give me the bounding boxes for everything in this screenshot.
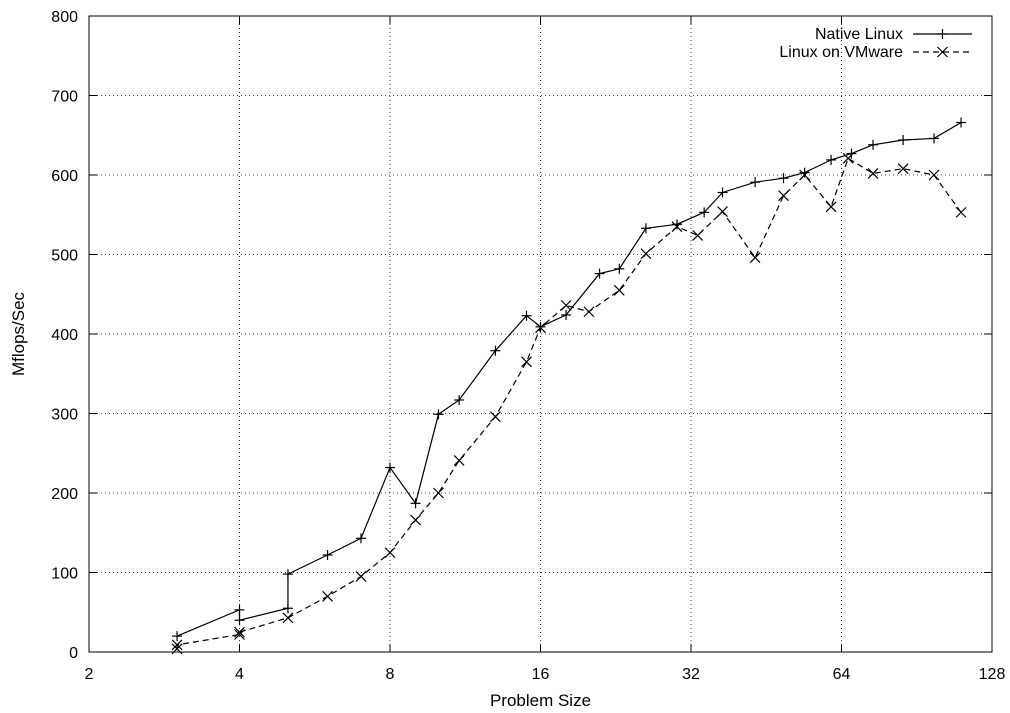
data-point	[583, 306, 595, 318]
data-point	[282, 603, 293, 614]
x-tick-label: 64	[833, 666, 851, 683]
data-point	[778, 190, 789, 202]
data-point	[613, 284, 625, 296]
data-point	[410, 514, 421, 526]
data-point	[172, 631, 183, 642]
data-point	[671, 219, 682, 230]
data-point	[521, 310, 532, 321]
plot-area-border	[88, 15, 993, 653]
y-axis-title: Mflops/Sec	[9, 291, 28, 376]
data-point	[560, 299, 572, 311]
x-tick-label: 8	[386, 666, 395, 683]
y-tick-label: 300	[51, 407, 78, 424]
data-point	[799, 167, 810, 178]
data-point	[640, 248, 652, 260]
data-point	[699, 207, 710, 218]
data-point	[234, 615, 245, 626]
data-point	[614, 263, 625, 274]
data-point	[594, 268, 605, 279]
data-point	[234, 604, 245, 615]
y-tick-label: 600	[51, 168, 78, 185]
data-point	[898, 135, 909, 146]
data-point	[454, 394, 465, 405]
data-point	[535, 322, 546, 334]
y-tick-label: 400	[51, 327, 78, 344]
data-point	[433, 409, 444, 420]
legend-label: Native Linux	[815, 26, 903, 43]
data-point	[322, 590, 333, 602]
x-axis-title: Problem Size	[490, 691, 591, 710]
tick-labels: 0 100 200 300 400 500 600 700 800 2 4 8 16 32 64 128	[51, 9, 1005, 683]
data-point	[826, 154, 837, 165]
data-point	[799, 169, 811, 181]
x-tick-label: 128	[979, 666, 1006, 683]
data-point	[410, 498, 421, 509]
data-point	[490, 345, 501, 356]
data-point	[955, 206, 967, 218]
data-point	[717, 206, 728, 217]
data-point	[956, 117, 967, 128]
x-tick-label: 32	[682, 666, 700, 683]
y-tick-label: 200	[51, 486, 78, 503]
data-point	[778, 173, 789, 184]
data-point	[842, 152, 854, 164]
legend-marker	[937, 46, 948, 58]
data-point	[282, 569, 293, 580]
grid-lines	[89, 16, 992, 652]
data-point	[717, 187, 728, 198]
y-tick-label: 800	[51, 9, 78, 26]
data-point	[385, 462, 395, 473]
data-point	[897, 163, 909, 175]
y-tick-label: 700	[51, 89, 78, 106]
series-layer	[171, 117, 967, 655]
legend-marker	[937, 29, 948, 39]
x-tick-label: 4	[235, 666, 244, 683]
data-point	[561, 309, 572, 320]
data-point	[171, 639, 183, 651]
data-point	[640, 223, 651, 234]
y-tick-label: 0	[69, 645, 78, 662]
data-point	[234, 629, 245, 640]
series-line-1	[176, 122, 962, 637]
data-point	[825, 201, 837, 213]
data-point	[521, 356, 532, 368]
data-point	[846, 148, 857, 159]
data-point	[355, 571, 367, 582]
data-point	[453, 454, 465, 466]
legend-label: Linux on VMware	[779, 44, 903, 61]
data-point	[929, 133, 940, 144]
data-point	[433, 487, 444, 499]
data-point	[750, 177, 761, 188]
data-point	[356, 533, 367, 544]
data-point	[749, 252, 761, 264]
data-point	[867, 167, 879, 179]
data-point	[489, 411, 501, 423]
data-point	[282, 612, 294, 624]
data-point	[234, 626, 245, 638]
x-tick-label: 16	[532, 666, 550, 683]
data-point	[384, 547, 396, 559]
series-line-2	[176, 157, 962, 649]
data-point	[868, 139, 879, 150]
x-tick-label: 2	[85, 666, 94, 683]
data-point	[671, 221, 683, 233]
y-tick-label: 500	[51, 248, 78, 265]
axis-ticks	[88, 15, 993, 653]
data-point	[322, 550, 333, 561]
data-point	[692, 229, 704, 241]
y-tick-label: 100	[51, 566, 78, 583]
data-point	[928, 169, 940, 181]
